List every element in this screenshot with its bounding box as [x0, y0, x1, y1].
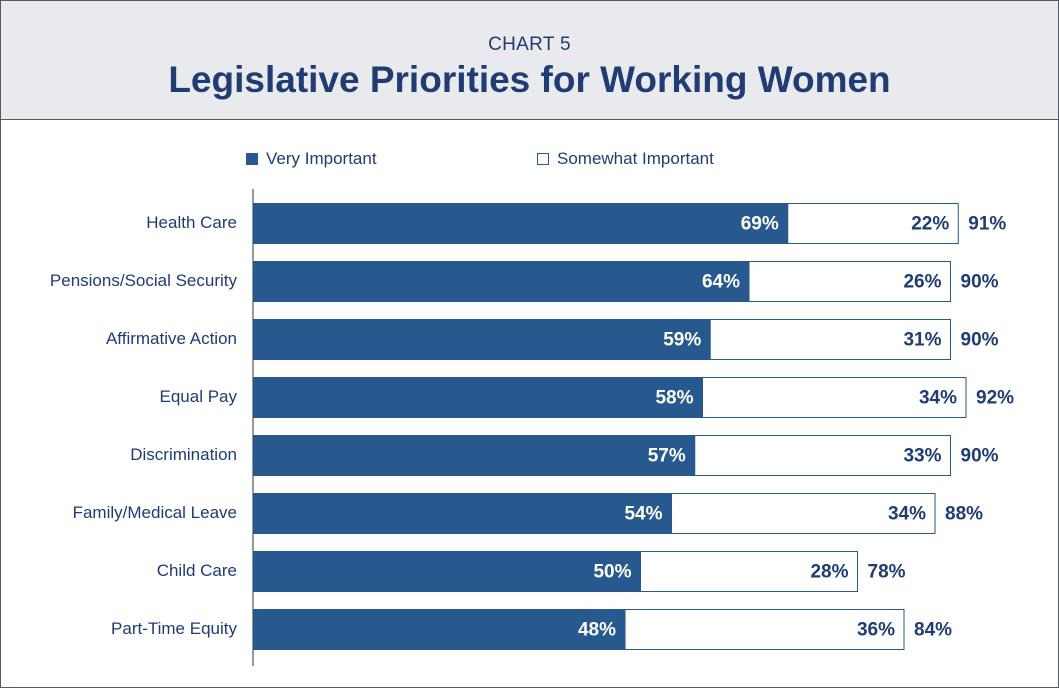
- chart-title: Legislative Priorities for Working Women: [168, 59, 891, 100]
- chart-header: CHART 5 Legislative Priorities for Worki…: [1, 1, 1058, 120]
- legend-entry-very-important: Very Important: [246, 148, 377, 170]
- data-label-somewhat-important: 26%: [903, 272, 941, 293]
- category-label: Health Care: [146, 213, 237, 232]
- data-label-total: 90%: [961, 330, 999, 351]
- bar-somewhat-important: [709, 319, 951, 360]
- bar-very-important: [253, 609, 625, 650]
- data-label-very-important: 57%: [648, 446, 686, 467]
- bar-very-important: [253, 551, 641, 592]
- legend-entry-somewhat-important: Somewhat Important: [537, 148, 714, 170]
- data-label-somewhat-important: 31%: [903, 330, 941, 351]
- data-label-total: 90%: [961, 446, 999, 467]
- data-label-very-important: 50%: [593, 562, 631, 583]
- bar-very-important: [253, 493, 672, 534]
- bar-very-important: [253, 319, 711, 360]
- bar-somewhat-important: [702, 377, 967, 418]
- bar-very-important: [253, 261, 749, 302]
- data-label-total: 78%: [868, 562, 906, 583]
- data-label-total: 91%: [968, 214, 1006, 235]
- bar-somewhat-important: [624, 609, 905, 650]
- data-label-total: 90%: [961, 272, 999, 293]
- data-label-very-important: 58%: [655, 388, 693, 409]
- data-label-very-important: 64%: [702, 272, 740, 293]
- data-label-somewhat-important: 33%: [903, 446, 941, 467]
- data-label-very-important: 59%: [663, 330, 701, 351]
- category-label: Child Care: [157, 561, 237, 580]
- legend-swatch-very-important: [246, 153, 258, 165]
- data-label-very-important: 54%: [624, 504, 662, 525]
- data-label-total: 88%: [945, 504, 983, 525]
- category-label: Equal Pay: [160, 387, 238, 406]
- legend-label-somewhat-important: Somewhat Important: [557, 149, 714, 168]
- data-label-very-important: 69%: [741, 214, 779, 235]
- legend-swatch-somewhat-important: [537, 153, 549, 165]
- data-label-very-important: 48%: [578, 620, 616, 641]
- data-label-somewhat-important: 28%: [810, 562, 848, 583]
- data-label-somewhat-important: 34%: [919, 388, 957, 409]
- data-label-total: 92%: [976, 388, 1014, 409]
- category-label: Family/Medical Leave: [73, 503, 237, 522]
- category-label: Affirmative Action: [106, 329, 237, 348]
- legend-label-very-important: Very Important: [266, 149, 377, 168]
- data-label-somewhat-important: 36%: [857, 620, 895, 641]
- data-label-somewhat-important: 22%: [911, 214, 949, 235]
- category-label: Part-Time Equity: [111, 619, 237, 638]
- bar-very-important: [253, 203, 788, 244]
- data-label-total: 84%: [914, 620, 952, 641]
- bar-very-important: [253, 377, 703, 418]
- bar-somewhat-important: [748, 261, 951, 302]
- category-label: Discrimination: [130, 445, 237, 464]
- bar-somewhat-important: [640, 551, 858, 592]
- bar-somewhat-important: [787, 203, 959, 244]
- chart-kicker: CHART 5: [488, 34, 571, 55]
- category-label: Pensions/Social Security: [50, 271, 238, 290]
- bar-somewhat-important: [694, 435, 951, 476]
- bar-somewhat-important: [671, 493, 936, 534]
- data-label-somewhat-important: 34%: [888, 504, 926, 525]
- bar-very-important: [253, 435, 695, 476]
